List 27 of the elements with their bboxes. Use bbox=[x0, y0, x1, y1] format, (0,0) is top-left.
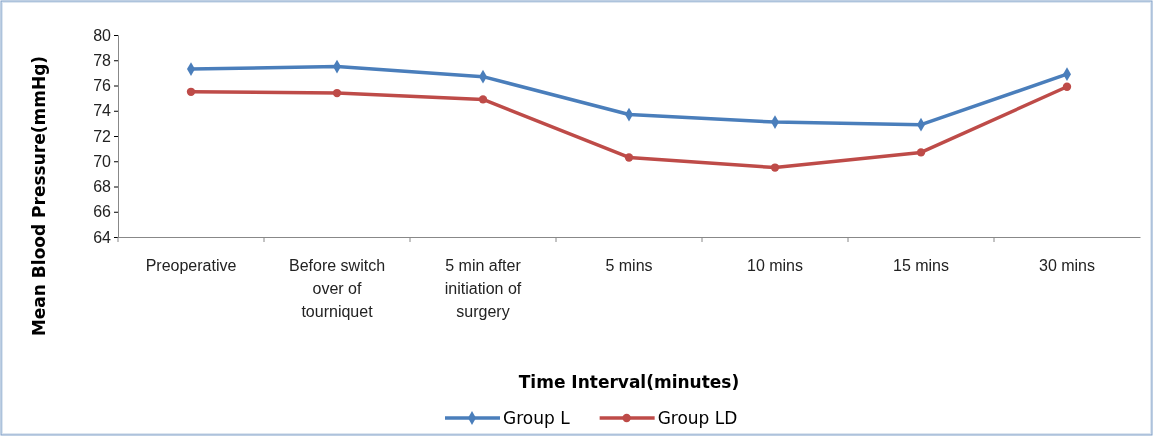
point bbox=[478, 95, 488, 104]
x-tick-label: Preoperative bbox=[145, 257, 237, 274]
point bbox=[770, 163, 780, 172]
x-tick-label: 30 mins bbox=[1038, 257, 1096, 274]
y-axis-title: Mean Blood Pressure(mmHg) bbox=[29, 55, 49, 337]
point bbox=[1062, 82, 1072, 91]
x-tick-label: 10 mins bbox=[746, 257, 804, 274]
y-tick-label: 72 bbox=[93, 127, 112, 145]
x-tick-label: Before switch over of tourniquet bbox=[288, 257, 386, 321]
y-tick-label: 68 bbox=[93, 178, 112, 196]
y-tick-label: 76 bbox=[93, 77, 112, 95]
y-tick-label: 66 bbox=[93, 203, 112, 221]
y-tick-label: 78 bbox=[93, 51, 112, 69]
legend-label: Group L bbox=[503, 408, 571, 428]
point bbox=[624, 153, 634, 162]
x-tick-label: 5 mins bbox=[605, 257, 653, 274]
x-axis-title: Time Interval(minutes) bbox=[518, 372, 740, 392]
legend-label: Group LD bbox=[657, 408, 738, 428]
point bbox=[916, 148, 926, 157]
point bbox=[332, 88, 342, 98]
y-tick-label: 70 bbox=[93, 152, 112, 170]
point bbox=[186, 87, 196, 96]
y-tick-label: 80 bbox=[93, 26, 112, 44]
x-tick-label: 5 min after initiation of surgery bbox=[444, 257, 522, 321]
y-tick-label: 64 bbox=[93, 228, 112, 246]
y-tick-label: 74 bbox=[93, 102, 112, 120]
x-tick-label: 15 mins bbox=[892, 257, 950, 274]
